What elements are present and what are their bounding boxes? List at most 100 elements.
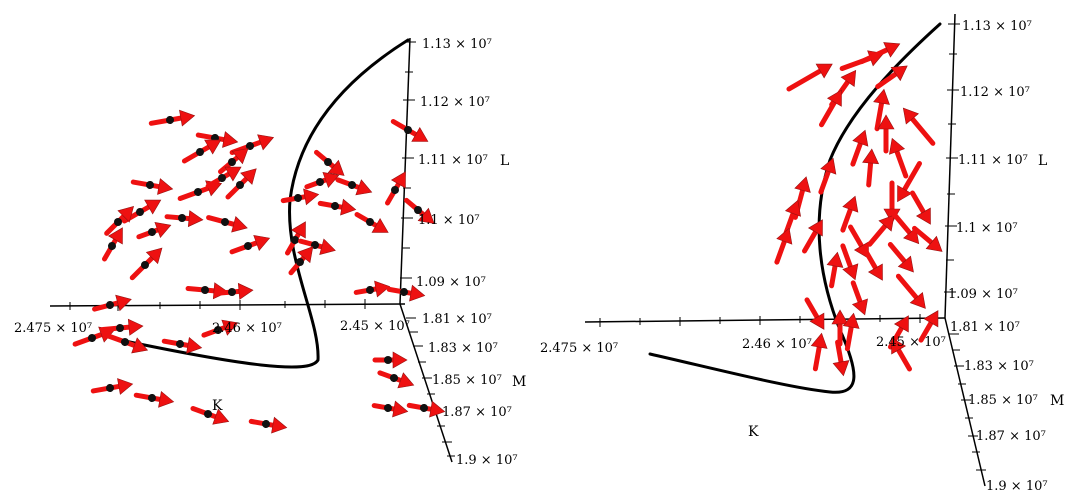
- direction-arrow: [195, 131, 239, 148]
- left-m-axis-line: [399, 303, 453, 463]
- direction-arrow: [161, 336, 203, 354]
- right-l-axis-line: [944, 13, 956, 319]
- direction-arrow: [902, 107, 936, 146]
- direction-arrow: [404, 197, 435, 224]
- right-m-tick-label: 1.83 × 10⁷: [964, 359, 1034, 374]
- right-direction-field: [774, 42, 943, 377]
- right-k-axis-line: [584, 317, 946, 323]
- direction-arrow: [225, 168, 257, 200]
- direction-arrow: [214, 282, 254, 300]
- direction-arrow: [786, 63, 833, 92]
- direction-arrow: [102, 227, 123, 262]
- direction-arrow: [895, 273, 926, 309]
- right-m-tick-label: 1.9 × 10⁷: [986, 479, 1048, 494]
- direction-arrow: [317, 198, 357, 216]
- direction-arrow: [850, 129, 869, 167]
- direction-arrow: [304, 172, 340, 190]
- direction-arrow: [353, 280, 391, 298]
- direction-arrow: [201, 319, 239, 338]
- left-l-tick-label: 1.12 × 10⁷: [420, 95, 490, 110]
- left-m-axis-label: M: [512, 374, 526, 390]
- direction-arrow: [104, 206, 134, 236]
- left-m-tick-label: 1.85 × 10⁷: [432, 373, 502, 388]
- direction-arrow: [818, 157, 837, 195]
- direction-arrow: [910, 190, 931, 225]
- direction-arrow: [842, 312, 860, 352]
- direction-arrow: [819, 89, 842, 128]
- right-l-tick-label: 1.1 × 10⁷: [956, 221, 1018, 236]
- direction-arrow: [133, 390, 175, 408]
- direction-arrow: [918, 310, 939, 343]
- direction-arrow: [867, 214, 895, 247]
- left-l-tick-label: 1.11 × 10⁷: [418, 153, 488, 168]
- direction-arrow: [386, 284, 426, 302]
- direction-arrow: [774, 227, 793, 265]
- direction-arrow: [314, 149, 345, 176]
- direction-arrow: [248, 416, 288, 434]
- right-m-axis-line: [944, 317, 986, 487]
- direction-arrow: [390, 119, 429, 142]
- direction-arrow: [218, 148, 249, 175]
- left-l-tick-label: 1.13 × 10⁷: [422, 37, 492, 52]
- right-l-tick-label: 1.12 × 10⁷: [960, 85, 1030, 100]
- direction-arrow: [280, 188, 320, 206]
- right-k-axis-label: K: [748, 424, 759, 440]
- left-l-tick-label: 1.1 × 10⁷: [418, 213, 480, 228]
- right-m-axis-label: M: [1050, 393, 1064, 409]
- direction-arrow: [100, 318, 144, 336]
- direction-arrow: [897, 161, 922, 203]
- direction-arrow: [889, 137, 909, 179]
- right-k-tick-label: 2.45 × 10⁷: [876, 335, 946, 350]
- direction-arrow: [190, 406, 230, 425]
- direction-arrow: [371, 400, 409, 418]
- left-m-tick-label: 1.83 × 10⁷: [428, 341, 498, 356]
- direction-arrow: [129, 247, 163, 281]
- direction-arrow: [840, 243, 859, 281]
- direction-arrow: [385, 171, 406, 206]
- left-direction-field: [72, 109, 446, 434]
- right-l-tick-label: 1.11 × 10⁷: [958, 153, 1028, 168]
- direction-arrow: [873, 88, 890, 132]
- direction-arrow: [105, 333, 149, 354]
- direction-arrow: [862, 148, 880, 188]
- direction-arrow: [831, 309, 849, 347]
- direction-arrow: [802, 219, 823, 254]
- right-k-tick-label: 2.46 × 10⁷: [742, 337, 812, 352]
- direction-arrow: [875, 65, 908, 90]
- direction-arrow: [90, 378, 134, 395]
- right-panel: 2.475 × 10⁷ 2.46 × 10⁷ 2.45 × 10⁷ K 1.13…: [540, 13, 1064, 494]
- left-trajectory-curve: [118, 38, 410, 369]
- right-k-tick-label: 2.475 × 10⁷: [540, 341, 618, 356]
- direction-arrow: [206, 215, 248, 233]
- left-m-tick-label: 1.81 × 10⁷: [422, 312, 492, 327]
- direction-arrow: [877, 114, 895, 154]
- direction-arrow: [92, 294, 132, 312]
- direction-arrow: [164, 210, 204, 228]
- direction-arrow: [859, 42, 901, 65]
- left-k-tick-label: 2.45 × 10⁷: [340, 319, 410, 334]
- direction-arrow: [406, 400, 446, 418]
- right-m-tick-label: 1.81 × 10⁷: [950, 320, 1020, 335]
- direction-arrow: [890, 210, 920, 245]
- left-k-tick-label: 2.46 × 10⁷: [212, 321, 282, 336]
- direction-arrow: [850, 280, 868, 316]
- direction-arrow: [891, 337, 912, 372]
- direction-arrow: [887, 242, 914, 273]
- direction-arrow: [185, 282, 229, 300]
- right-l-tick-label: 1.09 × 10⁷: [948, 287, 1018, 302]
- left-l-axis-line: [399, 37, 411, 305]
- right-l-axis-label: L: [1038, 153, 1047, 169]
- direction-arrow: [148, 109, 196, 127]
- right-m-tick-label: 1.85 × 10⁷: [968, 393, 1038, 408]
- direction-arrow: [832, 339, 850, 377]
- direction-arrow: [354, 212, 389, 233]
- direction-arrow: [826, 251, 844, 289]
- direction-arrow: [840, 195, 859, 233]
- direction-arrow: [130, 178, 174, 195]
- direction-arrow: [229, 235, 271, 255]
- direction-arrow: [335, 177, 373, 196]
- direction-arrow: [288, 246, 314, 276]
- left-k-tick-label: 2.475 × 10⁷: [14, 321, 92, 336]
- direction-arrow: [829, 69, 857, 108]
